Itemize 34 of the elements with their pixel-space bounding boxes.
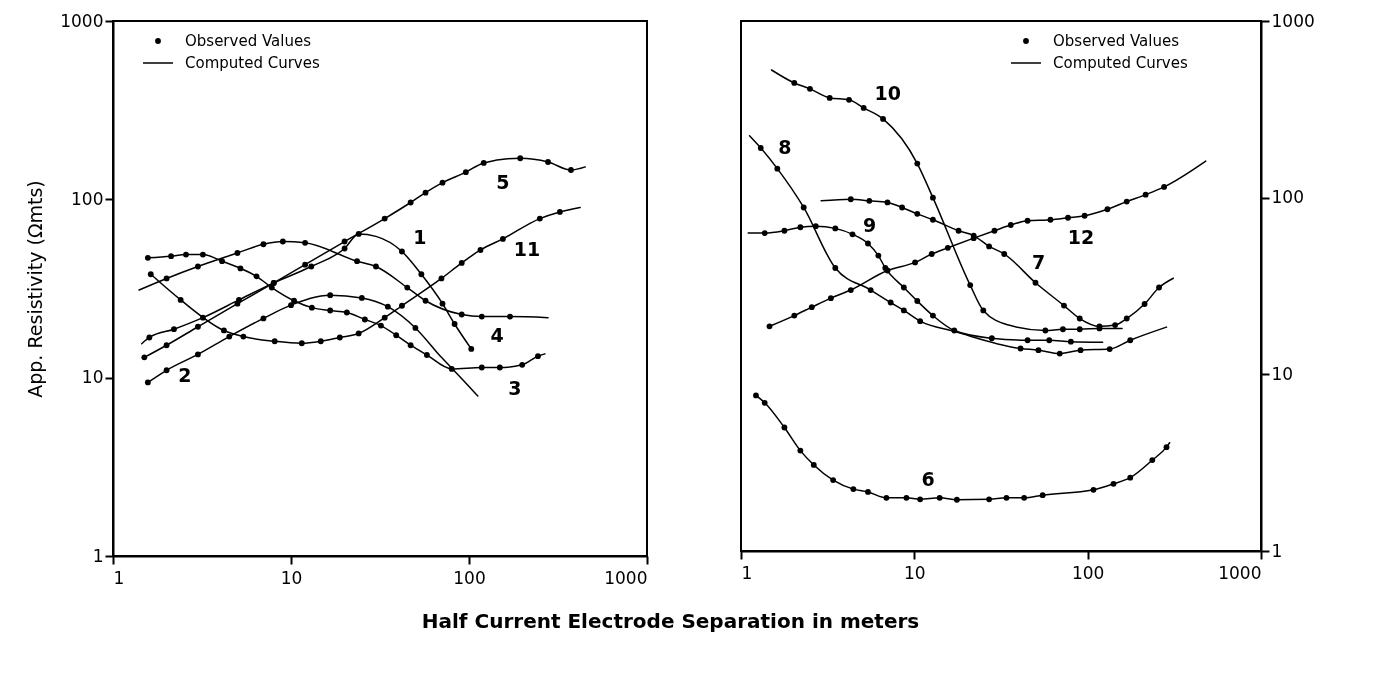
annotation: 3 (508, 376, 522, 399)
y-tick-label: 1 (92, 545, 104, 566)
x-tick-label: 1000 (1218, 562, 1262, 583)
x-tick-label: 10 (904, 562, 926, 583)
annotation: 10 (874, 81, 901, 104)
annotation: 8 (778, 136, 792, 159)
x-tick-label: 1 (113, 567, 125, 588)
annotation: 7 (1031, 250, 1046, 273)
y-tick-label: 100 (71, 188, 104, 209)
x-axis-title: Half Current Electrode Separation in meters (421, 609, 920, 633)
annotation: 12 (1067, 225, 1095, 248)
y-tick-label: 1000 (60, 10, 104, 31)
x-tick-label: 10 (280, 567, 303, 588)
x-tick-label: 1 (741, 562, 753, 583)
legend-label: Computed Curves (1053, 54, 1188, 72)
legend-label: Observed Values (185, 32, 312, 50)
annotation: 4 (490, 323, 504, 346)
annotation: 9 (862, 214, 877, 237)
y-tick-label: 100 (1271, 187, 1304, 208)
y-tick-label: 1000 (1271, 10, 1315, 31)
legend-label: Computed Curves (185, 54, 320, 72)
annotation: 5 (496, 170, 510, 193)
annotation: 2 (178, 364, 192, 387)
annotation: 11 (513, 237, 541, 260)
y-tick-label: 1 (1271, 540, 1283, 561)
legend-label: Observed Values (1053, 32, 1180, 50)
x-tick-label: 1000 (604, 567, 648, 588)
y-tick-label: 10 (81, 367, 104, 388)
y-axis-title: App. Resistivity (Ωmts) (24, 180, 47, 398)
y-tick-label: 10 (1271, 363, 1294, 384)
x-tick-label: 100 (1071, 562, 1105, 583)
annotation: 1 (413, 226, 427, 249)
annotation: 6 (921, 468, 935, 491)
x-tick-label: 100 (453, 567, 486, 588)
